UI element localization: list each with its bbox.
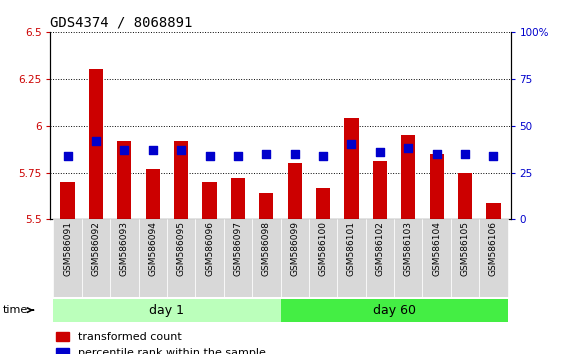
Point (347, 142, 356, 147)
FancyBboxPatch shape (309, 219, 337, 297)
FancyBboxPatch shape (82, 219, 110, 297)
FancyBboxPatch shape (422, 219, 451, 297)
Text: GSM586105: GSM586105 (461, 221, 470, 276)
Text: day 60: day 60 (373, 304, 416, 316)
FancyBboxPatch shape (252, 219, 280, 297)
Point (461, 151, 470, 157)
FancyBboxPatch shape (394, 219, 422, 297)
Point (290, 151, 299, 157)
Bar (344, 118, 358, 219)
FancyBboxPatch shape (110, 219, 139, 297)
Bar (316, 188, 330, 219)
FancyBboxPatch shape (195, 219, 224, 297)
Point (177, 147, 186, 153)
Point (91, 138, 100, 143)
Text: GSM586100: GSM586100 (319, 221, 328, 276)
Text: GSM586099: GSM586099 (290, 221, 299, 276)
Text: GSM586106: GSM586106 (489, 221, 498, 276)
Bar (231, 178, 245, 219)
Text: time: time (2, 305, 33, 315)
Text: GSM586101: GSM586101 (347, 221, 356, 276)
FancyBboxPatch shape (479, 219, 508, 297)
Point (319, 153, 328, 159)
FancyBboxPatch shape (280, 299, 508, 321)
Point (432, 151, 441, 157)
Bar (401, 135, 415, 219)
Point (233, 153, 242, 159)
Bar (458, 173, 472, 219)
Bar (203, 182, 217, 219)
FancyBboxPatch shape (280, 219, 309, 297)
Text: day 1: day 1 (149, 304, 185, 316)
Text: GSM586094: GSM586094 (148, 221, 157, 276)
Bar (61, 182, 75, 219)
Text: GDS4374 / 8068891: GDS4374 / 8068891 (50, 15, 193, 29)
Bar (288, 163, 302, 219)
Bar (430, 154, 444, 219)
Text: GSM586091: GSM586091 (63, 221, 72, 276)
FancyBboxPatch shape (224, 219, 252, 297)
FancyBboxPatch shape (451, 219, 479, 297)
Point (375, 149, 384, 155)
Bar (259, 193, 273, 219)
FancyBboxPatch shape (53, 299, 280, 321)
Bar (89, 69, 103, 219)
Legend: transformed count, percentile rank within the sample: transformed count, percentile rank withi… (56, 332, 266, 354)
Text: GSM586102: GSM586102 (375, 221, 384, 276)
Point (489, 153, 498, 159)
Point (262, 151, 271, 157)
Bar (174, 141, 188, 219)
Text: GSM586096: GSM586096 (205, 221, 214, 276)
Point (120, 147, 129, 153)
Point (63, 153, 72, 159)
FancyBboxPatch shape (167, 219, 195, 297)
Point (148, 147, 157, 153)
FancyBboxPatch shape (366, 219, 394, 297)
Text: GSM586097: GSM586097 (233, 221, 242, 276)
Bar (146, 169, 160, 219)
Bar (117, 141, 131, 219)
Bar (373, 161, 387, 219)
Bar (486, 202, 500, 219)
Text: GSM586093: GSM586093 (120, 221, 129, 276)
Text: GSM586103: GSM586103 (404, 221, 413, 276)
Text: GSM586092: GSM586092 (91, 221, 100, 276)
FancyBboxPatch shape (139, 219, 167, 297)
Point (205, 153, 214, 159)
Text: GSM586104: GSM586104 (432, 221, 441, 276)
FancyBboxPatch shape (337, 219, 366, 297)
FancyBboxPatch shape (53, 219, 82, 297)
Text: GSM586098: GSM586098 (262, 221, 271, 276)
Text: GSM586095: GSM586095 (177, 221, 186, 276)
Point (404, 145, 413, 151)
